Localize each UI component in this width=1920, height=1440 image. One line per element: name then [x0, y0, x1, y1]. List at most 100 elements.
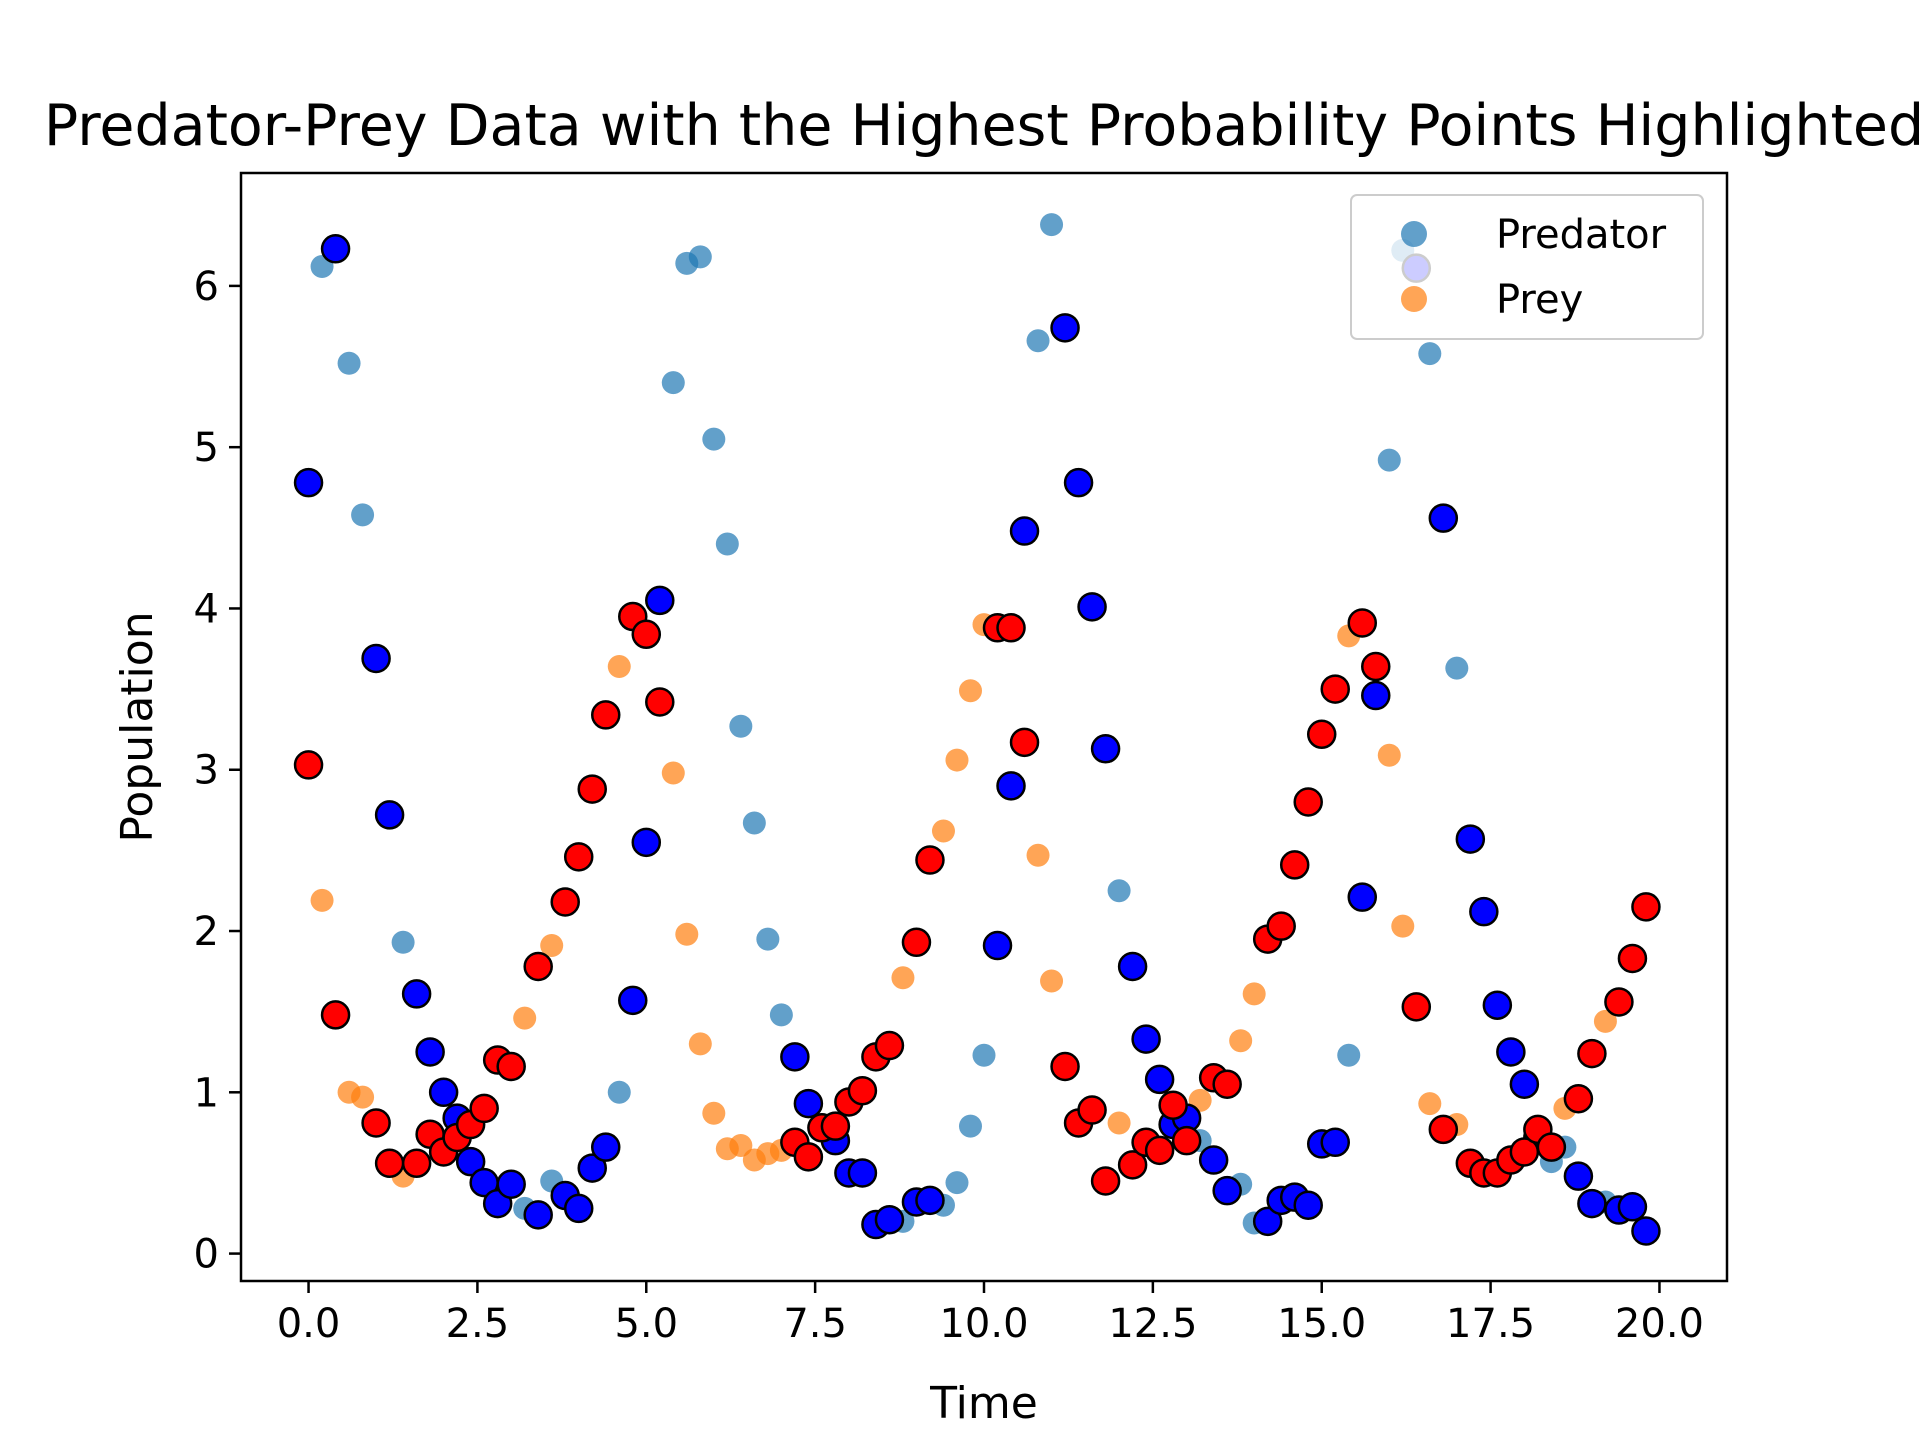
highlight-predator-point — [455, 1146, 486, 1177]
highlight-prey-point — [1428, 1114, 1459, 1145]
x-tick-label: 15.0 — [1277, 1301, 1366, 1347]
highlight-predator-point — [1509, 1069, 1540, 1099]
highlight-predator-point — [1063, 467, 1094, 498]
highlight-prey-point — [293, 750, 324, 780]
highlight-predator-point — [1090, 734, 1121, 764]
highlight-predator-point — [1496, 1037, 1526, 1067]
y-tick-label: 1 — [194, 1070, 219, 1116]
predator-point — [769, 1003, 793, 1027]
highlight-predator-point — [1252, 1206, 1283, 1237]
x-tick-label: 12.5 — [1108, 1301, 1197, 1347]
prey-point — [675, 922, 699, 946]
highlight-predator-point — [590, 1132, 621, 1162]
highlight-prey-point — [1266, 911, 1296, 941]
highlight-prey-point — [1279, 850, 1310, 880]
y-tick-label: 5 — [194, 425, 219, 471]
prey-point — [1418, 1092, 1442, 1116]
highlight-predator-point — [1131, 1024, 1161, 1054]
highlight-prey-point — [320, 1000, 351, 1030]
prey-point — [1229, 1029, 1253, 1053]
highlight-predator-point — [1469, 896, 1499, 927]
highlight-prey-point — [1604, 987, 1634, 1017]
highlight-predator-point — [618, 985, 648, 1016]
highlight-predator-point — [428, 1077, 459, 1108]
predator-point — [1040, 213, 1064, 237]
highlight-predator-point — [1144, 1064, 1175, 1095]
highlight-predator-point — [374, 800, 405, 830]
predator-point — [1445, 656, 1469, 680]
highlight-prey-point — [1320, 674, 1350, 704]
y-axis-label: Population — [112, 611, 163, 842]
highlight-predator-point — [1077, 592, 1107, 622]
highlight-predator-point — [1577, 1188, 1607, 1219]
highlight-prey-point — [401, 1148, 432, 1179]
highlight-prey-point — [1212, 1069, 1242, 1099]
highlight-predator-point — [1050, 313, 1080, 343]
legend-marker-prey — [1401, 286, 1427, 312]
highlight-prey-point — [915, 845, 945, 875]
highlight-predator-point — [523, 1200, 553, 1230]
highlight-prey-point — [820, 1111, 851, 1141]
highlight-predator-point — [293, 467, 324, 498]
x-tick-label: 17.5 — [1446, 1301, 1535, 1347]
prey-point — [310, 888, 334, 912]
legend-label-prey: Prey — [1496, 277, 1583, 323]
highlight-prey-point — [1361, 651, 1391, 682]
predator-point — [945, 1171, 969, 1195]
highlight-predator-point — [1293, 1190, 1323, 1220]
prey-point — [1026, 843, 1050, 867]
highlight-predator-point — [563, 1193, 594, 1224]
legend-label-predator: Predator — [1496, 212, 1667, 258]
y-tick-label: 4 — [194, 586, 219, 632]
highlight-predator-point — [915, 1185, 945, 1216]
highlight-prey-point — [1347, 608, 1378, 638]
predator-point — [715, 532, 739, 556]
x-tick-label: 5.0 — [614, 1301, 678, 1347]
highlight-predator-point — [1009, 516, 1040, 546]
highlight-prey-point — [469, 1093, 499, 1124]
highlight-predator-point — [1347, 882, 1378, 912]
highlight-predator-point — [631, 827, 662, 858]
prey-point — [1242, 982, 1266, 1006]
highlight-predator-point — [1361, 680, 1391, 711]
highlight-prey-point — [550, 887, 580, 917]
predator-point — [1026, 329, 1050, 353]
prey-point — [931, 819, 955, 843]
y-tick-label: 6 — [194, 264, 219, 310]
highlight-prey-point — [523, 951, 553, 982]
highlight-predator-point — [577, 1153, 607, 1183]
highlight-predator-point — [1212, 1175, 1242, 1206]
highlight-prey-point — [793, 1142, 824, 1172]
highlight-predator-point — [996, 771, 1026, 801]
prey-point — [1040, 969, 1064, 993]
highlight-predator-point — [982, 930, 1013, 961]
highlight-prey-point — [563, 842, 594, 872]
y-tick-label: 2 — [194, 909, 219, 955]
highlight-prey-point — [577, 774, 607, 804]
highlight-predator-point — [847, 1158, 878, 1188]
highlight-predator-point — [793, 1088, 824, 1119]
prey-point — [688, 1032, 712, 1056]
highlight-prey-point — [847, 1075, 878, 1106]
prey-point — [1107, 1111, 1131, 1135]
highlight-prey-point — [1631, 892, 1661, 922]
predator-point — [972, 1043, 996, 1067]
highlight-prey-point — [1090, 1166, 1121, 1196]
predator-point — [661, 371, 685, 395]
highlight-prey-point — [361, 1108, 391, 1138]
legend: Predator Prey — [1350, 194, 1704, 340]
predator-point — [958, 1114, 982, 1138]
x-tick-label: 7.5 — [783, 1301, 847, 1347]
highlight-predator-point — [1428, 503, 1459, 533]
highlight-prey-point — [1293, 787, 1323, 817]
y-tick-label: 3 — [194, 748, 219, 794]
x-tick-label: 20.0 — [1615, 1301, 1704, 1347]
predator-point — [1418, 342, 1442, 366]
predator-point — [742, 811, 766, 835]
predator-point — [729, 714, 753, 738]
highlight-predator-point — [361, 643, 391, 674]
predator-point — [702, 427, 726, 451]
highlight-predator-point — [1617, 1192, 1648, 1222]
highlight-prey-point — [901, 927, 932, 958]
x-axis-label: Time — [929, 1378, 1038, 1429]
